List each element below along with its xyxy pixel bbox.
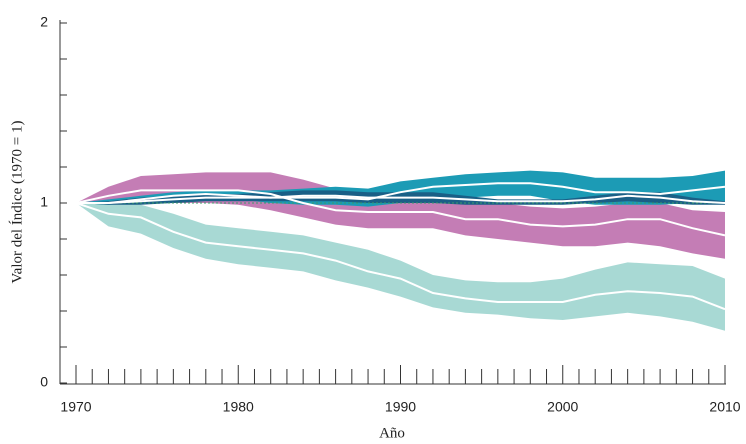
y-axis-label: Valor del Índice (1970 = 1): [8, 121, 25, 284]
x-tick-label: 1980: [223, 399, 254, 415]
x-tick-label: 2000: [547, 399, 578, 415]
x-tick-label: 1990: [385, 399, 416, 415]
band: [76, 203, 725, 331]
x-axis-label: Año: [379, 425, 405, 441]
line: [75, 189, 726, 237]
y-tick-label: 2: [40, 14, 48, 30]
line: [76, 194, 726, 204]
y-tick-label: 1: [40, 194, 48, 210]
line: [76, 182, 726, 204]
y-tick-label: 0: [40, 374, 48, 390]
x-tick-label: 1970: [60, 399, 91, 415]
line: [75, 202, 726, 311]
x-tick-label: 2010: [709, 399, 740, 415]
